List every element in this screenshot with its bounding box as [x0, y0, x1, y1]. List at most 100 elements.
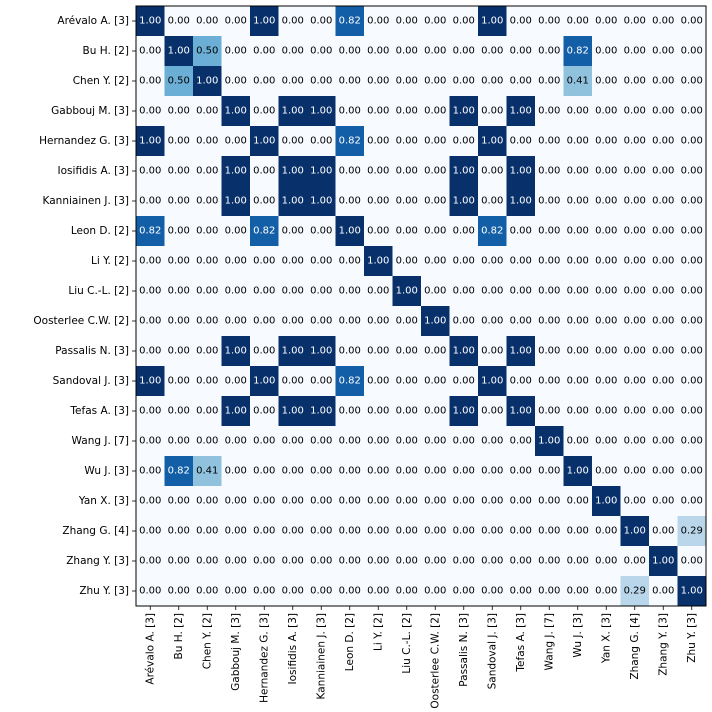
cell-value-label: 0.00	[595, 16, 617, 27]
cell-value-label: 0.00	[310, 436, 332, 447]
heatmap-cell	[677, 336, 707, 367]
cell-value-label: 0.00	[310, 76, 332, 87]
cell-value-label: 0.00	[424, 196, 446, 207]
heatmap-cell	[620, 366, 650, 397]
heatmap-cell	[421, 246, 450, 277]
y-tick-label: Gabbouj M. [3]	[51, 105, 129, 117]
cell-value-label: 0.00	[595, 316, 617, 327]
heatmap-cell	[335, 66, 365, 97]
heatmap-cell	[392, 396, 422, 427]
cell-value-label: 0.00	[339, 496, 361, 507]
y-tick-label: Hernandez G. [3]	[39, 135, 129, 147]
heatmap-cell	[193, 516, 222, 547]
heatmap-cell	[164, 516, 194, 547]
heatmap-cell	[677, 306, 707, 337]
heatmap-cell	[164, 66, 194, 97]
cell-value-label: 0.00	[282, 46, 304, 57]
y-tick-label: Chen Y. [2]	[73, 75, 129, 87]
cell-value-label: 0.00	[481, 556, 503, 567]
cell-value-label: 0.82	[339, 376, 361, 387]
heatmap-cell	[592, 336, 621, 367]
cell-value-label: 0.00	[225, 436, 247, 447]
cell-value-label: 0.00	[481, 196, 503, 207]
heatmap-cell	[535, 66, 564, 97]
heatmap-cell	[392, 276, 422, 307]
cell-value-label: 0.00	[624, 286, 646, 297]
heatmap-cell	[221, 186, 251, 217]
cell-value-label: 0.00	[253, 436, 275, 447]
heatmap-cell	[335, 306, 365, 337]
heatmap-cell	[335, 186, 365, 217]
cell-value-label: 1.00	[168, 46, 190, 57]
cell-value-label: 0.00	[310, 136, 332, 147]
cell-value-label: 1.00	[510, 106, 532, 117]
cell-value-label: 1.00	[282, 196, 304, 207]
cell-value-label: 0.00	[595, 466, 617, 477]
heatmap-cell	[449, 276, 479, 307]
cell-value-label: 0.00	[339, 166, 361, 177]
cell-value-label: 0.00	[424, 526, 446, 537]
heatmap-cell	[592, 66, 621, 97]
heatmap-cell	[136, 486, 165, 517]
cell-value-label: 0.00	[681, 496, 703, 507]
cell-value-label: 0.00	[196, 586, 218, 597]
cell-value-label: 0.00	[168, 256, 190, 267]
heatmap-cell	[478, 456, 507, 487]
cell-value-label: 0.00	[538, 106, 560, 117]
cell-value-label: 0.00	[453, 526, 475, 537]
cell-value-label: 0.00	[396, 226, 418, 237]
cell-value-label: 0.00	[624, 76, 646, 87]
heatmap-cell	[278, 336, 308, 367]
heatmap-cell	[535, 36, 564, 67]
cell-value-label: 0.00	[538, 586, 560, 597]
cell-value-label: 0.00	[624, 16, 646, 27]
cell-value-label: 0.00	[595, 376, 617, 387]
heatmap-cell	[307, 276, 336, 307]
heatmap-cell	[221, 246, 251, 277]
cell-value-label: 0.00	[253, 406, 275, 417]
cell-value-label: 0.00	[139, 346, 161, 357]
cell-value-label: 0.00	[624, 46, 646, 57]
heatmap-cell	[193, 126, 222, 157]
x-tick-label: Passalis N. [3]	[458, 613, 470, 687]
heatmap-cell	[307, 126, 336, 157]
cell-value-label: 1.00	[310, 346, 332, 357]
cell-value-label: 0.00	[681, 286, 703, 297]
cell-value-label: 1.00	[453, 106, 475, 117]
cell-value-label: 0.00	[196, 346, 218, 357]
heatmap-cell	[335, 96, 365, 127]
x-tick-label: Iosifidis A. [3]	[287, 613, 299, 684]
heatmap-cell	[250, 6, 279, 37]
cell-value-label: 0.00	[453, 46, 475, 57]
cell-value-label: 0.00	[681, 376, 703, 387]
heatmap-cell	[307, 396, 336, 427]
y-tick-label: Zhang Y. [3]	[66, 555, 129, 567]
cell-value-label: 0.00	[396, 76, 418, 87]
heatmap-cell	[478, 396, 507, 427]
heatmap-cell	[421, 96, 450, 127]
cell-value-label: 0.00	[652, 526, 674, 537]
heatmap-cell	[449, 6, 479, 37]
heatmap-cell	[278, 216, 308, 247]
cell-value-label: 0.00	[310, 586, 332, 597]
heatmap-cell	[164, 6, 194, 37]
heatmap-cell	[478, 66, 507, 97]
heatmap-cell	[392, 366, 422, 397]
cell-value-label: 0.00	[681, 256, 703, 267]
cell-value-label: 0.00	[139, 436, 161, 447]
heatmap-cell	[535, 216, 564, 247]
cell-value-label: 0.00	[367, 346, 389, 357]
heatmap-cell	[335, 576, 365, 607]
cell-value-label: 0.00	[253, 46, 275, 57]
x-tick-label: Leon D. [2]	[344, 613, 356, 671]
cell-value-label: 1.00	[567, 466, 589, 477]
heatmap-cell	[592, 276, 621, 307]
heatmap-cell	[677, 96, 707, 127]
cell-value-label: 0.00	[168, 166, 190, 177]
cell-value-label: 0.00	[652, 106, 674, 117]
cell-value-label: 1.00	[139, 136, 161, 147]
x-tick-label: Wang J. [7]	[543, 613, 555, 670]
heatmap-cell	[506, 516, 536, 547]
cell-value-label: 0.00	[453, 256, 475, 267]
cell-value-label: 0.00	[538, 556, 560, 567]
